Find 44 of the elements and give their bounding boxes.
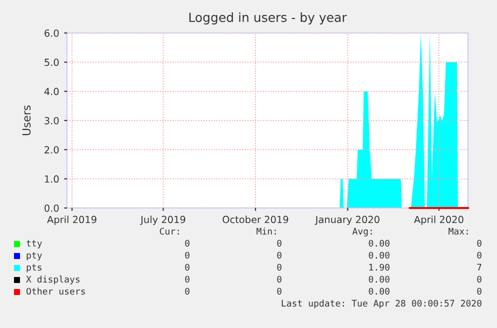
text: 0 — [185, 240, 190, 247]
text: 0 — [277, 288, 282, 295]
text: 0.00 — [368, 252, 390, 259]
x-tick-label: July 2019 — [140, 216, 186, 226]
y-tick-label: 5.0 — [44, 58, 59, 66]
text: 0 — [185, 252, 190, 259]
y-tick-label: 4.0 — [44, 88, 59, 96]
text: 0 — [185, 288, 190, 295]
text: 0 — [277, 252, 282, 259]
text: 0 — [477, 252, 482, 259]
text: 0 — [477, 240, 482, 247]
y-tick-label: 0.0 — [44, 204, 59, 212]
y-tick-label: 1.0 — [44, 175, 59, 183]
text: Max: — [448, 228, 468, 235]
legend-label: X displays — [26, 276, 80, 284]
text: Avg: — [352, 228, 372, 236]
text: 0.00 — [368, 240, 390, 247]
legend-label: pty — [26, 252, 42, 260]
text: 0 — [277, 276, 282, 283]
legend-label: Other users — [26, 288, 85, 295]
text: Last update: Tue Apr 28 00:00:57 2020 — [282, 300, 482, 308]
text: 0 — [477, 288, 482, 295]
text: 7 — [477, 264, 482, 271]
y-tick-label: 6.0 — [44, 29, 59, 37]
x-tick-label: April 2020 — [414, 216, 464, 226]
y-axis-title: Users — [22, 105, 31, 136]
text: 0 — [185, 264, 190, 271]
legend-label: pts — [26, 264, 42, 272]
text: 0.00 — [368, 276, 390, 283]
x-tick-label: April 2019 — [47, 216, 96, 226]
chart-title: Logged in users - by year — [189, 12, 347, 24]
text: 0 — [477, 276, 482, 283]
text: 1.90 — [369, 264, 390, 271]
text: 0 — [185, 276, 190, 283]
legend-label: tty — [26, 240, 42, 248]
text: 0 — [277, 240, 282, 247]
y-tick-label: 3.0 — [44, 116, 59, 124]
text: Cur: — [160, 228, 179, 235]
text: Min: — [256, 228, 276, 235]
text: 0.00 — [368, 288, 390, 295]
x-tick-label: January 2020 — [314, 216, 380, 226]
text: 0 — [277, 264, 282, 271]
x-tick-label: October 2019 — [222, 216, 288, 224]
y-tick-label: 2.0 — [44, 146, 59, 154]
